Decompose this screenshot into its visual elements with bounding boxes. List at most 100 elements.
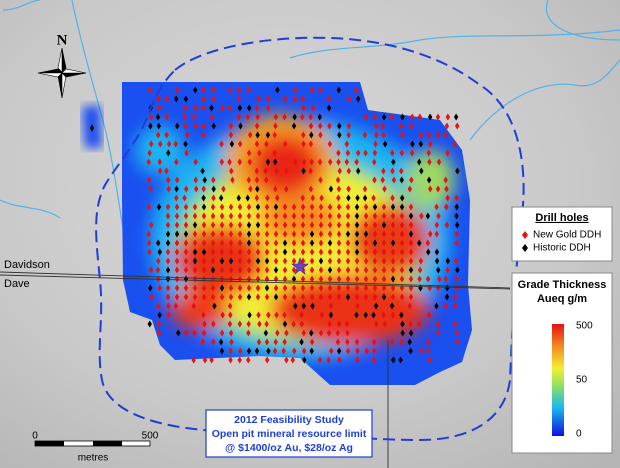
new-gold-ddh — [336, 212, 342, 220]
new-gold-ddh — [183, 284, 189, 292]
new-gold-ddh — [146, 230, 151, 238]
new-gold-ddh — [425, 239, 431, 247]
new-gold-ddh — [275, 194, 280, 202]
new-gold-ddh — [183, 239, 189, 247]
new-gold-ddh — [318, 275, 324, 283]
historic-ddh — [355, 167, 361, 175]
new-gold-ddh — [237, 203, 243, 211]
new-gold-ddh — [146, 203, 152, 211]
new-gold-ddh — [282, 293, 288, 301]
callout-line: 2012 Feasibility Study — [234, 414, 344, 426]
historic-ddh — [211, 185, 216, 193]
new-gold-ddh — [381, 284, 387, 292]
new-gold-ddh — [336, 257, 342, 265]
historic-ddh — [309, 239, 315, 247]
new-gold-ddh — [191, 113, 197, 121]
new-gold-ddh — [337, 356, 342, 364]
new-gold-ddh — [291, 284, 297, 292]
historic-ddh — [309, 329, 314, 337]
new-gold-ddh — [301, 140, 306, 148]
new-gold-ddh — [443, 176, 448, 184]
new-gold-ddh — [335, 176, 341, 184]
historic-ddh — [309, 131, 314, 139]
new-gold-ddh — [191, 356, 196, 364]
new-gold-ddh — [219, 293, 225, 301]
new-gold-ddh — [345, 212, 351, 220]
new-gold-ddh — [436, 320, 441, 328]
new-gold-ddh — [373, 122, 379, 130]
new-gold-ddh — [255, 284, 261, 292]
new-gold-ddh — [301, 131, 306, 139]
historic-ddh — [265, 131, 271, 139]
historic-ddh — [408, 266, 414, 274]
new-gold-ddh — [228, 356, 233, 364]
historic-ddh — [237, 104, 243, 112]
historic-ddh — [254, 347, 260, 355]
new-gold-ddh — [192, 275, 198, 283]
new-gold-ddh — [237, 356, 242, 364]
new-gold-ddh — [237, 230, 243, 238]
new-gold-ddh — [363, 212, 369, 220]
new-gold-ddh — [435, 113, 441, 121]
historic-ddh — [408, 230, 414, 238]
new-gold-ddh — [417, 275, 422, 283]
new-gold-ddh — [399, 239, 405, 247]
new-gold-ddh — [381, 266, 387, 274]
new-gold-ddh — [427, 356, 433, 364]
new-gold-ddh — [310, 194, 315, 202]
new-gold-ddh — [336, 239, 342, 247]
new-gold-ddh — [210, 293, 216, 301]
new-gold-ddh — [254, 176, 260, 184]
new-gold-ddh — [309, 212, 315, 220]
new-gold-ddh — [319, 194, 324, 202]
historic-ddh — [212, 302, 217, 310]
new-gold-ddh — [327, 257, 333, 265]
new-gold-ddh — [256, 311, 261, 319]
new-gold-ddh — [209, 113, 215, 121]
new-gold-ddh — [425, 275, 431, 283]
historic-ddh — [165, 230, 171, 238]
new-gold-ddh — [282, 230, 288, 238]
historic-ddh — [345, 230, 351, 238]
new-gold-ddh — [291, 239, 297, 247]
new-gold-ddh — [164, 167, 169, 175]
new-gold-ddh — [344, 158, 349, 166]
historic-ddh — [165, 266, 171, 274]
scale-bar-segment — [93, 441, 122, 446]
new-gold-ddh — [454, 275, 460, 283]
colorbar-tick-label: 500 — [576, 321, 593, 332]
new-gold-ddh — [174, 176, 180, 184]
scale-unit: metres — [78, 453, 109, 464]
new-gold-ddh — [417, 266, 423, 274]
historic-ddh — [400, 194, 405, 202]
historic-ddh — [219, 284, 225, 292]
new-gold-ddh — [273, 239, 279, 247]
new-gold-ddh — [345, 248, 351, 256]
historic-ddh — [390, 203, 396, 211]
historic-ddh — [382, 140, 388, 148]
historic-ddh — [427, 113, 433, 121]
historic-ddh — [355, 194, 360, 202]
new-gold-ddh — [443, 275, 449, 283]
new-gold-ddh — [237, 239, 243, 247]
callout: 2012 Feasibility Study Open pit mineral … — [205, 409, 373, 458]
new-gold-ddh — [291, 257, 297, 265]
new-gold-ddh — [221, 185, 226, 193]
new-gold-ddh — [157, 167, 163, 175]
historic-ddh — [337, 131, 342, 139]
new-gold-ddh — [201, 275, 207, 283]
historic-ddh — [273, 266, 279, 274]
historic-ddh — [246, 293, 252, 301]
historic-ddh — [381, 221, 387, 229]
new-gold-ddh — [202, 356, 208, 364]
new-gold-ddh — [156, 104, 162, 112]
new-gold-ddh — [345, 257, 351, 265]
new-gold-ddh — [354, 257, 360, 265]
historic-ddh — [192, 248, 198, 256]
new-gold-ddh — [183, 221, 189, 229]
new-gold-ddh — [192, 203, 198, 211]
new-gold-ddh — [291, 230, 297, 238]
new-gold-ddh — [301, 329, 307, 337]
historic-ddh — [417, 158, 422, 166]
